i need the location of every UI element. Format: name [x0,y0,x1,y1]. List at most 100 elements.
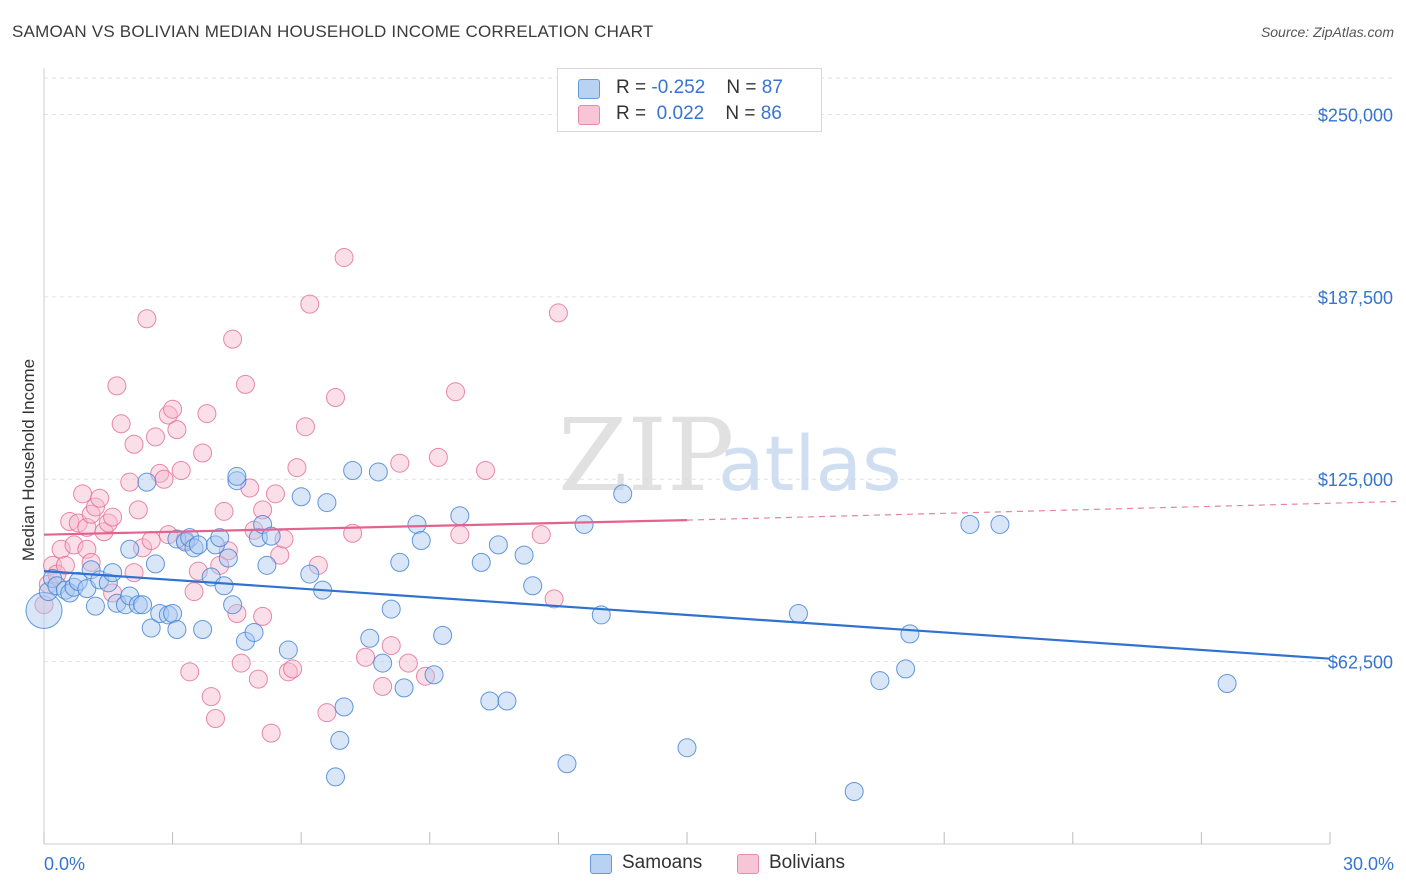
samoan-point [1217,674,1237,694]
bolivian-point [450,525,470,545]
bolivian-point [214,501,234,521]
samoan-point [424,665,444,685]
samoan-point [167,620,187,640]
watermark-atlas: atlas [718,419,902,508]
x-tick-labels: 0.0% 30.0% [44,854,1394,874]
samoan-point [163,603,183,623]
bolivian-point [295,417,315,437]
bolivian-point [223,329,243,349]
samoan-point [514,545,534,565]
samoan-point [990,514,1010,534]
bolivian-point [300,294,320,314]
samoan-point [433,625,453,645]
n-value: 87 [761,77,783,98]
bolivian-point [428,447,448,467]
samoan-point [188,535,208,555]
watermark: ZIP atlas [558,397,902,514]
samoan-point [844,781,864,801]
samoan-point [278,640,298,660]
bolivian-point [107,376,127,396]
samoan-trend-line [43,570,1331,660]
samoan-point [137,472,157,492]
trend-lines [43,500,1397,660]
bolivian-point [193,443,213,463]
r-value: 0.022 [651,103,705,124]
samoan-point [325,767,345,787]
bolivian-point [544,589,564,609]
samoan-point [193,620,213,640]
y-tick-label: $125,000 [1318,470,1393,490]
bolivian-point [317,703,337,723]
samoan-point [900,624,920,644]
bolivian-point [261,723,281,743]
bolivian-point [111,414,131,434]
bolivian-point [253,606,273,626]
samoan-point [145,554,165,574]
bolivian-point [55,555,75,575]
samoan-point [257,555,277,575]
bolivian-point [446,382,466,402]
bolivian-point [145,427,165,447]
samoan-point [480,691,500,711]
samoan-point [120,539,140,559]
bolivian-legend-swatch [737,854,759,874]
samoan-point [407,514,427,534]
bolivian-point [141,531,161,551]
bolivian-point [265,484,285,504]
n-label: N = [725,103,756,124]
samoan-point [141,618,161,638]
samoan-point [488,535,508,555]
bolivian-point [128,500,148,520]
n-value: 86 [760,103,782,124]
samoan-point [98,573,118,593]
bolivian-trend-extension [686,500,1397,521]
bolivian-point [163,399,183,419]
bolivian-point [283,659,303,679]
bolivian-point [188,561,208,581]
r-label: R = [616,77,647,98]
x-tick-label: 0.0% [44,854,85,874]
bolivian-point [287,458,307,478]
samoan-point [394,678,414,698]
samoan-point [574,514,594,534]
samoan-point [471,552,491,572]
samoan-point [557,754,577,774]
bolivian-point [90,488,110,508]
correlation-legend: R = -0.252 N = 87 R = 0.022 N = 86 [557,68,822,132]
samoan-point [330,730,350,750]
samoan-point [497,691,517,711]
samoan-point [368,462,388,482]
bolivian-point [218,541,238,561]
x-tick-label: 30.0% [1343,854,1394,874]
samoan-point [373,653,393,673]
bolivian-point [120,472,140,492]
bolivian-point [205,709,225,729]
samoan-point [317,493,337,513]
samoan-point [360,628,380,648]
legend-bolivians-label: Bolivians [769,852,846,873]
n-label: N = [726,77,757,98]
bolivian-point [137,309,157,329]
samoan-point [960,514,980,534]
bolivian-point [154,469,174,489]
samoan-point [133,595,153,615]
samoan-point [300,564,320,584]
samoan-point [227,466,247,486]
r-value: -0.252 [651,77,706,98]
samoan-point [244,622,264,642]
samoan-point [128,595,148,615]
bolivian-point [94,522,114,542]
samoan-point [261,526,281,546]
bolivian-point [81,552,101,572]
bolivian-point [390,453,410,473]
samoan-point [210,528,230,548]
bolivian-point [227,603,247,623]
samoan-point [223,595,243,615]
gridlines [44,77,1396,663]
samoan-point [381,599,401,619]
y-axis-label: Median Household Income [19,359,38,561]
samoan-point [450,506,470,526]
samoan-point [218,548,238,568]
bolivian-point [334,247,354,267]
watermark-zip: ZIP [558,397,734,514]
